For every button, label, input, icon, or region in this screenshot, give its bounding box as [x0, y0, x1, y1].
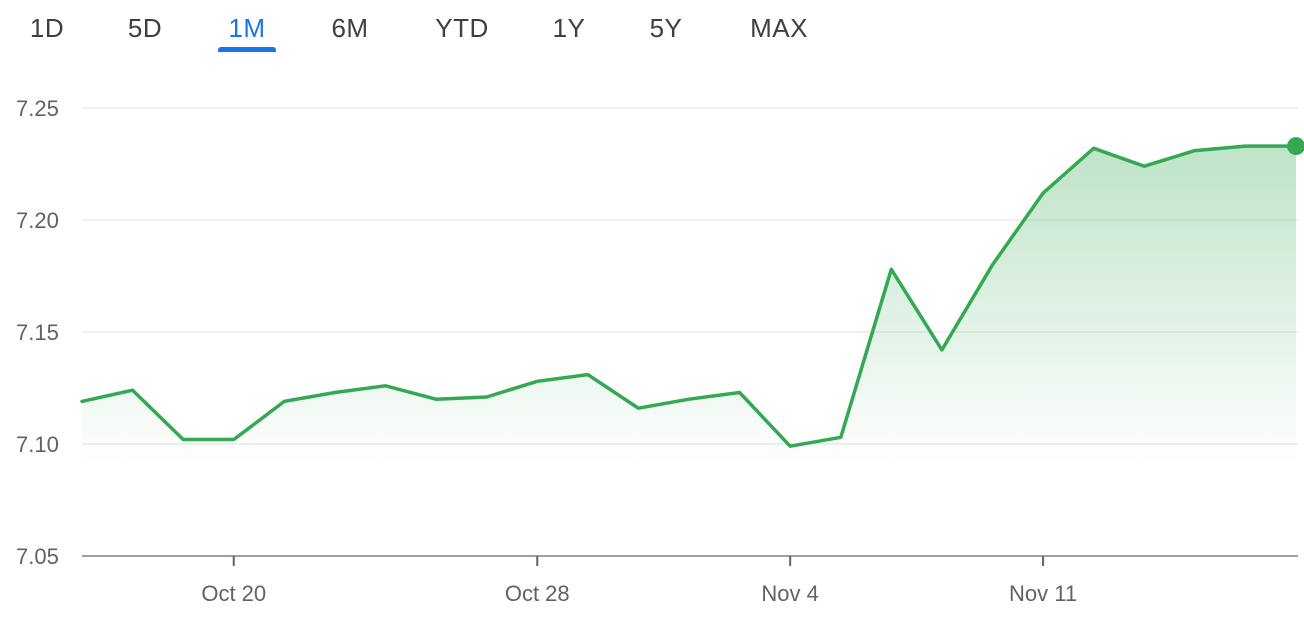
range-tab-label: 5D	[127, 13, 163, 43]
range-tab-label: YTD	[435, 13, 489, 43]
x-tick-label: Oct 20	[201, 581, 266, 606]
range-tab-label: MAX	[750, 13, 808, 43]
range-tab-6m[interactable]: 6M	[320, 10, 380, 50]
range-tab-1y[interactable]: 1Y	[544, 10, 594, 50]
active-tab-indicator	[218, 47, 276, 52]
y-tick-label: 7.15	[16, 320, 59, 345]
y-tick-label: 7.25	[16, 96, 59, 121]
price-chart: 7.25 7.20 7.15 7.10 7.05 Oct 20 Oct 28 Nov 4 Nov…	[16, 96, 1304, 606]
range-tab-5d[interactable]: 5D	[117, 10, 173, 50]
range-tab-label: 1D	[29, 13, 65, 43]
range-tab-label: 6M	[331, 13, 369, 43]
range-tab-bar: 1D 5D 1M 6M YTD 1Y 5Y MAX	[0, 0, 1304, 60]
x-tick-label: Nov 4	[761, 581, 818, 606]
range-tab-label: 1M	[228, 13, 266, 43]
x-tick-label: Oct 28	[505, 581, 570, 606]
range-tab-max[interactable]: MAX	[742, 10, 816, 50]
range-tab-label: 5Y	[649, 13, 683, 43]
y-tick-label: 7.05	[16, 544, 59, 569]
latest-price-dot[interactable]	[1287, 137, 1304, 156]
y-tick-label: 7.20	[16, 208, 59, 233]
range-tab-1m[interactable]: 1M	[218, 10, 276, 52]
range-tab-1d[interactable]: 1D	[12, 10, 82, 50]
x-tick-label: Nov 11	[1009, 581, 1077, 606]
y-tick-label: 7.10	[16, 432, 59, 457]
range-tab-5y[interactable]: 5Y	[638, 10, 694, 50]
range-tab-ytd[interactable]: YTD	[428, 10, 496, 50]
range-tab-label: 1Y	[552, 13, 586, 43]
price-line	[80, 144, 1298, 448]
